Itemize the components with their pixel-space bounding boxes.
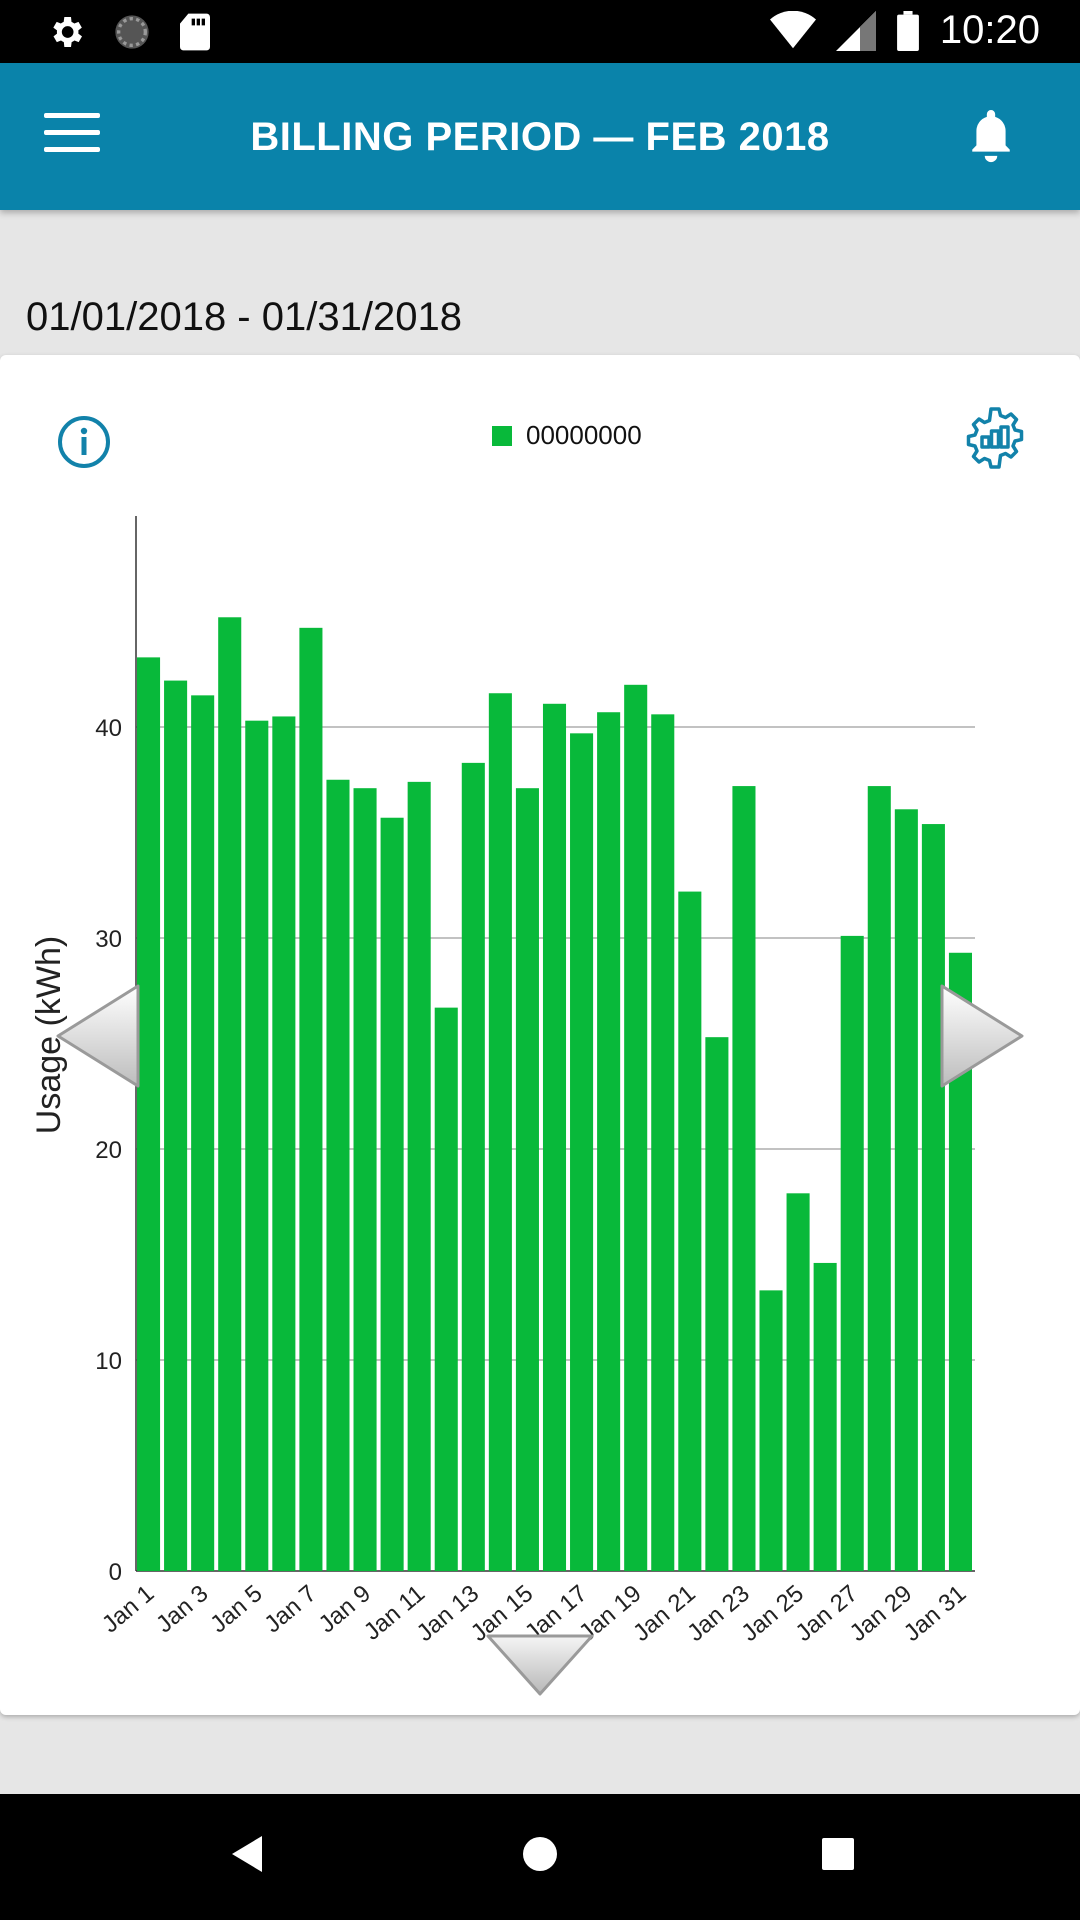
bar — [488, 693, 512, 1571]
chart-settings-button[interactable] — [962, 405, 1028, 471]
y-tick-label: 40 — [95, 715, 122, 742]
x-tick-label: Jan 3 — [151, 1580, 213, 1638]
bar — [840, 935, 864, 1571]
x-tick-label: Jan 1 — [97, 1580, 159, 1638]
app-bar: BILLING PERIOD — FEB 2018 — [0, 63, 1080, 210]
chart-legend: 00000000 — [492, 420, 642, 451]
x-tick-label: Jan 31 — [899, 1580, 972, 1647]
system-navigation-bar — [0, 1794, 1080, 1920]
bar — [759, 1290, 783, 1571]
bar — [786, 1193, 810, 1571]
clock: 10:20 — [939, 8, 1040, 52]
bar — [137, 657, 161, 1571]
bar — [867, 786, 891, 1571]
billing-date-range: 01/01/2018 - 01/31/2018 — [26, 295, 462, 339]
back-icon[interactable] — [218, 1822, 282, 1886]
y-tick-label: 20 — [95, 1137, 122, 1164]
bar — [732, 786, 756, 1571]
menu-button[interactable] — [44, 113, 100, 159]
chevron-left-icon — [56, 984, 140, 1088]
bar — [434, 1007, 458, 1571]
chevron-right-icon — [940, 984, 1024, 1088]
y-tick-label: 30 — [95, 926, 122, 953]
next-period-button[interactable] — [936, 980, 1032, 1092]
home-icon[interactable] — [508, 1822, 572, 1886]
bar — [245, 720, 269, 1571]
bar — [651, 714, 675, 1571]
bar — [624, 684, 648, 1571]
x-tick-label: Jan 13 — [412, 1580, 485, 1647]
info-icon — [58, 416, 110, 468]
expand-details-button[interactable] — [482, 1630, 598, 1700]
bar — [515, 788, 539, 1571]
x-tick-label: Jan 29 — [845, 1580, 918, 1647]
y-tick-label: 10 — [95, 1348, 122, 1375]
sync-icon — [115, 15, 149, 49]
bar — [894, 809, 918, 1571]
bar — [380, 817, 404, 1571]
info-button[interactable] — [57, 415, 111, 469]
bar — [705, 1037, 729, 1571]
chart-settings-icon — [966, 407, 1024, 469]
x-tick-label: Jan 5 — [205, 1580, 267, 1638]
bar — [542, 703, 567, 1571]
bar — [353, 788, 377, 1571]
sd-card-icon — [180, 13, 210, 51]
recents-icon[interactable] — [806, 1822, 870, 1886]
status-bar: 10:20 — [0, 0, 1080, 63]
bar — [948, 952, 972, 1571]
page-title: BILLING PERIOD — FEB 2018 — [250, 115, 830, 159]
settings-icon — [53, 17, 82, 47]
notifications-button[interactable] — [966, 107, 1016, 163]
legend-label: 00000000 — [526, 420, 642, 450]
bar — [813, 1262, 837, 1571]
previous-period-button[interactable] — [48, 980, 144, 1092]
bar — [461, 762, 485, 1571]
menu-icon — [44, 113, 100, 152]
bar — [299, 627, 323, 1571]
x-tick-label: Jan 25 — [736, 1580, 809, 1647]
bar — [570, 733, 594, 1571]
x-tick-label: Jan 27 — [791, 1580, 864, 1647]
chevron-down-icon — [486, 1634, 594, 1696]
bar — [164, 680, 188, 1571]
bar — [597, 712, 621, 1571]
battery-icon — [896, 10, 919, 51]
bar — [218, 617, 242, 1571]
y-tick-label: 0 — [109, 1559, 122, 1586]
x-tick-label: Jan 21 — [628, 1580, 701, 1647]
bar — [678, 891, 702, 1571]
x-tick-label: Jan 7 — [259, 1580, 321, 1638]
bar — [921, 824, 945, 1571]
bar — [407, 781, 431, 1571]
bar — [272, 716, 296, 1571]
bar — [326, 779, 350, 1571]
legend-swatch — [492, 425, 512, 446]
x-tick-label: Jan 23 — [682, 1580, 755, 1647]
wifi-icon — [769, 10, 816, 48]
bell-icon — [972, 110, 1010, 163]
bar — [191, 695, 215, 1571]
signal-icon — [835, 10, 876, 51]
